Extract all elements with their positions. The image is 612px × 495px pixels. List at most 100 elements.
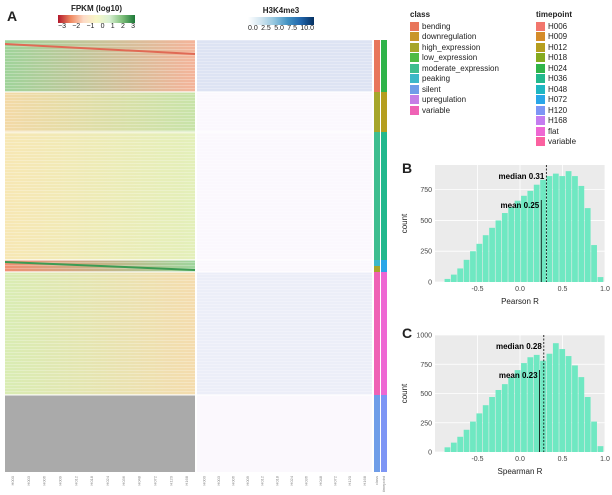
histogram-bar (489, 397, 495, 452)
y-axis-label: count (400, 383, 409, 403)
fpkm-tick: 2 (120, 23, 125, 30)
h3k4me3-tick: 2.5 (261, 25, 271, 32)
timepoint-legend-label: H036 (548, 74, 568, 84)
annotation-column-label: timepoint (381, 475, 386, 492)
histogram-bar (546, 353, 553, 452)
x-tick-label: 1.0 (600, 456, 610, 463)
class-legend-item: moderate_expression (410, 63, 499, 74)
timepoint-legend-swatch (536, 63, 545, 73)
h3k4me3-column-label: H003 (216, 475, 221, 485)
timepoint-legend-swatch (536, 21, 545, 31)
histogram-bar (552, 173, 559, 282)
histogram-bar (476, 413, 483, 452)
y-tick-label: 500 (420, 218, 432, 225)
timepoint-legend-item: H072 (536, 95, 576, 106)
fpkm-column-label: H048 (137, 475, 142, 485)
class-annotation-bar (374, 132, 380, 260)
y-axis-label: count (400, 213, 409, 233)
pearson-histogram: median 0.31 mean 0.25 0 250 500 750 -0.5 0.0 0.5… (400, 165, 610, 306)
timepoint-legend-label: H048 (548, 84, 568, 94)
histogram-bar (501, 384, 508, 452)
class-annotation-bar (374, 260, 380, 266)
fpkm-column-label: H006 (42, 475, 47, 485)
class-legend-title: class (410, 10, 431, 19)
expression-trend (5, 261, 196, 271)
histogram-bar (463, 259, 470, 282)
expression-texture (5, 40, 195, 92)
histogram-bar (514, 370, 521, 452)
x-tick-label: 0.5 (558, 286, 568, 293)
h3k4me3-column-label: H036 (303, 475, 308, 485)
histogram-bar (482, 405, 489, 452)
timepoint-legend-item: variable (536, 137, 576, 148)
histogram-bar (508, 206, 515, 282)
timepoint-legend-swatch (536, 137, 545, 147)
h3k4me3-column-label: H024 (289, 475, 294, 485)
histogram-bar (578, 377, 585, 452)
class-legend-label: upregulation (422, 95, 467, 105)
h3k4me3-column-label: H072 (333, 475, 338, 485)
histogram-bar (533, 184, 540, 282)
timepoint-legend-label: H006 (548, 21, 568, 31)
mean-label: mean 0.23 (499, 371, 538, 380)
timepoint-legend-swatch (536, 42, 545, 52)
histogram-bar (565, 356, 572, 452)
histogram-bar (514, 200, 521, 282)
fpkm-tick: 3 (131, 23, 135, 30)
class-legend-item: bending (410, 21, 499, 32)
histogram-bar (495, 220, 502, 282)
histogram-bar (597, 446, 604, 452)
heatmap-panel: H000 H003 H006 H009 H012 H018 H024 H036 H048 H072… (5, 40, 387, 492)
timepoint-legend-swatch (536, 32, 545, 42)
histogram-bar (489, 227, 495, 282)
x-tick-label: -0.5 (471, 456, 483, 463)
expression-texture (5, 92, 195, 132)
fpkm-tick: −3 (58, 23, 66, 30)
y-tick-label: 750 (420, 362, 432, 369)
fpkm-column-label: H072 (152, 475, 157, 485)
h3k4me3-column-label: H012 (260, 475, 265, 485)
histogram-bar (565, 171, 572, 282)
fpkm-colorbar-title: FPKM (log10) (70, 4, 123, 13)
class-legend-label: peaking (422, 74, 451, 84)
timepoint-legend-title: timepoint (536, 10, 572, 19)
histogram-bar (578, 185, 585, 282)
histogram-bar (546, 176, 553, 282)
class-legend-item: upregulation (410, 95, 499, 106)
timepoint-legend-label: H168 (548, 116, 568, 126)
histogram-bar (540, 360, 546, 452)
h3k4me3-column-label: H018 (274, 475, 279, 485)
class-legend: class bending downregulation high_expressi… (410, 10, 499, 116)
h3k4me3-colorbar: H3K4me3 0.0 2.5 5.0 7.5 10.0 (248, 6, 314, 32)
histogram-bar (533, 354, 540, 452)
class-legend-label: low_expression (422, 53, 478, 63)
timepoint-legend-swatch (536, 53, 545, 63)
timepoint-annotation-bar (381, 260, 387, 272)
fpkm-column-label: H024 (105, 475, 110, 485)
timepoint-legend-item: flat (536, 126, 576, 137)
timepoint-legend-label: H024 (548, 63, 568, 73)
timepoint-annotation-bar (381, 92, 387, 132)
histogram-bar (591, 421, 597, 452)
histogram-bar (470, 421, 476, 452)
class-legend-swatch (410, 95, 419, 105)
fpkm-tick: 0 (100, 23, 105, 30)
y-tick-label: 750 (420, 187, 432, 194)
histogram-bar (597, 277, 604, 282)
histogram-bar (591, 245, 597, 282)
histogram-bar (559, 349, 566, 452)
timepoint-legend-swatch (536, 126, 545, 136)
class-legend-item: high_expression (410, 42, 499, 53)
x-tick-label: 1.0 (600, 286, 610, 293)
class-legend-swatch (410, 63, 419, 73)
h3k4me3-column-label: H000 (201, 475, 206, 485)
histogram-bar (527, 190, 534, 282)
timepoint-legend-swatch (536, 116, 545, 126)
h3k4me3-colorbar-title: H3K4me3 (262, 6, 300, 15)
fpkm-column-label: H000 (10, 475, 15, 485)
class-legend-swatch (410, 21, 419, 31)
histogram-bar (521, 363, 527, 452)
histogram-bar (470, 251, 476, 282)
class-legend-item: downregulation (410, 32, 499, 43)
panel-label-b: B (402, 160, 413, 176)
